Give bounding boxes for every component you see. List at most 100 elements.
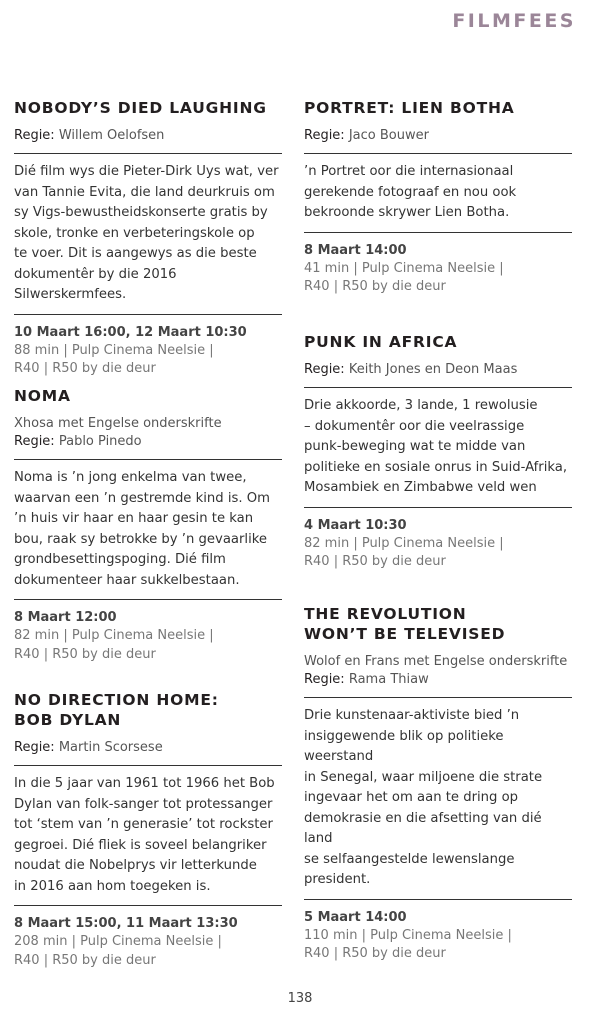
screening-dates: 8 Maart 14:00 <box>304 242 407 258</box>
divider <box>14 459 282 460</box>
director-name: Martin Scorsese <box>58 740 163 755</box>
description-line: sy Vigs-bewustheidskonserte gratis by <box>14 205 268 220</box>
divider <box>304 506 572 508</box>
film-title: PORTRET: LIEN BOTHA <box>304 98 572 118</box>
divider <box>14 599 282 600</box>
description-line: gerekende fotograaf en nou ook <box>304 184 517 200</box>
description-line: demokrasie en die afsetting van dié land <box>304 810 542 847</box>
screening-info-line: R40 | R50 by die deur <box>14 646 156 662</box>
film-title-line: BOB DYLAN <box>14 711 122 729</box>
film-description: ’n Portret oor die internasionaal gereken… <box>304 162 572 224</box>
screening-info: 82 min | Pulp Cinema Neelsie | R40 | R50 … <box>14 627 282 664</box>
screening-dates: 8 Maart 12:00 <box>14 610 117 625</box>
film-director: Regie: Pablo Pinedo <box>14 433 282 451</box>
screening-dates: 10 Maart 16:00, 12 Maart 10:30 <box>14 324 247 340</box>
description-line: politieke en sosiale onrus in Suid-Afrik… <box>304 459 568 475</box>
screening-info-line: 82 min | Pulp Cinema Neelsie | <box>14 628 214 643</box>
description-line: in 2016 aan hom toegeken is. <box>14 878 211 894</box>
description-line: van Tannie Evita, die land deurkruis om <box>14 184 275 200</box>
film-title-line: PORTRET: LIEN BOTHA <box>304 99 515 117</box>
screening-info-line: R40 | R50 by die deur <box>304 946 446 961</box>
divider <box>304 898 572 900</box>
description-line: – dokumentêr oor die veelrassige <box>304 418 525 434</box>
description-line: gegroei. Dié fliek is soveel belangriker <box>14 837 267 853</box>
film-entry: PUNK IN AFRICA Regie: Keith Jones en Deon… <box>304 332 572 572</box>
director-label: Regie: <box>14 740 55 755</box>
film-director: Regie: Willem Oelofsen <box>14 127 282 145</box>
description-line: Drie akkoorde, 3 lande, 1 rewolusie <box>304 398 538 413</box>
description-line: se selfaangestelde lewenslange president… <box>304 851 515 888</box>
description-line: dokumenteer haar sukkelbestaan. <box>14 572 240 588</box>
director-label: Regie: <box>14 434 55 449</box>
film-description: In die 5 jaar van 1961 tot 1966 het Bob D… <box>14 774 282 897</box>
divider <box>14 313 282 315</box>
film-title: NOBODY’S DIED LAUGHING <box>14 98 282 118</box>
description-line: grondbesettingspoging. Dié film <box>14 552 226 567</box>
film-description: Drie kunstenaar-aktiviste bied ’n insigge… <box>304 706 572 891</box>
description-line: In die 5 jaar van 1961 tot 1966 het Bob <box>14 776 275 791</box>
divider <box>304 387 572 388</box>
divider <box>14 765 282 766</box>
film-entry: PORTRET: LIEN BOTHA Regie: Jaco Bouwer ’n … <box>304 98 572 297</box>
description-line: waarvan een ’n gestremde kind is. Om <box>14 490 270 506</box>
divider <box>14 905 282 906</box>
director-label: Regie: <box>304 128 345 143</box>
description-line: Mosambiek en Zimbabwe veld wen <box>304 480 537 495</box>
divider <box>304 231 572 233</box>
description-line: te voer. Dit is aangewys as die beste <box>14 246 257 261</box>
film-entry: NOBODY’S DIED LAUGHING Regie: Willem Oelo… <box>14 98 282 379</box>
screening-info: 41 min | Pulp Cinema Neelsie | R40 | R50 … <box>304 260 572 297</box>
film-director: Regie: Martin Scorsese <box>14 739 282 757</box>
screening-info-line: 208 min | Pulp Cinema Neelsie | <box>14 934 222 949</box>
film-description: Dié film wys die Pieter-Dirk Uys wat, ve… <box>14 162 282 306</box>
description-line: bou, raak sy betrokke by ’n gevaarlike <box>14 531 268 547</box>
screening-info-line: 82 min | Pulp Cinema Neelsie | <box>304 535 504 551</box>
film-title-line: NOMA <box>14 387 71 405</box>
director-label: Regie: <box>14 128 55 143</box>
film-entry: NOMA Xhosa met Engelse onderskrifte Regie:… <box>14 386 282 664</box>
description-line: insiggewende blik op politieke weerstand <box>304 728 504 765</box>
director-name: Rama Thiaw <box>348 672 429 687</box>
film-title-line: NOBODY’S DIED LAUGHING <box>14 99 267 117</box>
screening-dates: 4 Maart 10:30 <box>304 517 407 533</box>
screening-info-line: R40 | R50 by die deur <box>14 952 156 968</box>
description-line: punk-beweging wat te midde van <box>304 439 526 454</box>
film-description: Drie akkoorde, 3 lande, 1 rewolusie – dok… <box>304 396 572 499</box>
description-line: bekroonde skrywer Lien Botha. <box>304 205 510 220</box>
divider <box>304 697 572 698</box>
screening-info-line: R40 | R50 by die deur <box>304 554 446 569</box>
film-language: Wolof en Frans met Engelse onderskrifte <box>304 654 568 669</box>
divider <box>304 153 572 154</box>
description-line: Dié film wys die Pieter-Dirk Uys wat, ve… <box>14 164 279 179</box>
screening-info-line: R40 | R50 by die deur <box>14 361 156 376</box>
director-name: Keith Jones en Deon Maas <box>348 362 518 377</box>
film-director: Regie: Rama Thiaw <box>304 671 572 689</box>
screening-info: 110 min | Pulp Cinema Neelsie | R40 | R50… <box>304 927 572 964</box>
screening-info-line: 110 min | Pulp Cinema Neelsie | <box>304 927 512 943</box>
film-title: THE REVOLUTION WON’T BE TELEVISED <box>304 604 572 644</box>
film-title: NOMA <box>14 386 282 406</box>
description-line: ’n huis vir haar en haar gesin te kan <box>14 511 254 526</box>
film-title-line: NO DIRECTION HOME: <box>14 691 219 709</box>
screening-info: 88 min | Pulp Cinema Neelsie | R40 | R50 … <box>14 342 282 379</box>
film-title-line: THE REVOLUTION <box>304 605 467 623</box>
screening-dates: 8 Maart 15:00, 11 Maart 13:30 <box>14 916 238 931</box>
divider <box>14 153 282 154</box>
film-description: Noma is ’n jong enkelma van twee, waarvan… <box>14 468 282 591</box>
page-number: 138 <box>287 991 313 1006</box>
description-line: Noma is ’n jong enkelma van twee, <box>14 470 247 485</box>
description-line: ingevaar het om aan te dring op <box>304 790 519 805</box>
film-title: PUNK IN AFRICA <box>304 332 572 352</box>
description-line: noudat die Nobelprys vir letterkunde <box>14 858 257 873</box>
section-header: FILMFEES <box>452 10 576 32</box>
film-title-line: PUNK IN AFRICA <box>304 333 458 351</box>
description-line: tot ‘stem van ’n generasie’ tot rockster <box>14 817 273 832</box>
film-language: Xhosa met Engelse onderskrifte <box>14 416 222 431</box>
film-entry: THE REVOLUTION WON’T BE TELEVISED Wolof en… <box>304 604 572 964</box>
screening-info: 208 min | Pulp Cinema Neelsie | R40 | R50… <box>14 933 282 970</box>
screening-info-line: 88 min | Pulp Cinema Neelsie | <box>14 342 214 358</box>
screening-dates: 5 Maart 14:00 <box>304 909 407 925</box>
description-line: in Senegal, waar miljoene die strate <box>304 769 543 785</box>
description-line: dokumentêr by die 2016 Silwerskermfees. <box>14 266 177 303</box>
film-entry: NO DIRECTION HOME: BOB DYLAN Regie: Martin… <box>14 690 282 970</box>
